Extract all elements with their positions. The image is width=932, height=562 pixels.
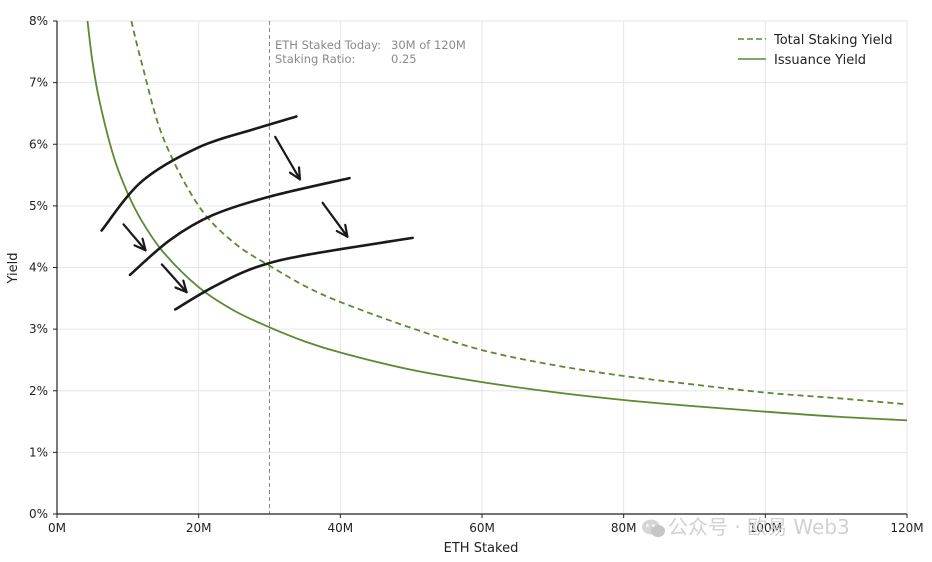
watermark: 公众号 · 欧易 Web3 <box>642 515 850 539</box>
arrow-head <box>344 223 349 238</box>
gridlines <box>57 20 908 514</box>
series-line-issuance-yield <box>86 21 907 422</box>
arrow-shaft <box>160 263 188 294</box>
watermark-text: 公众号 · 欧易 Web3 <box>668 515 850 539</box>
hand-drawn-arrow-2 <box>321 201 349 238</box>
annotation-label-1: ETH Staked Today: <box>275 38 381 52</box>
y-tick-label: 0% <box>29 507 48 521</box>
x-tick-label: 100M <box>749 521 782 535</box>
annotation-value-2: 0.25 <box>391 52 417 66</box>
x-tick-label: 40M <box>328 521 354 535</box>
y-tick-label: 4% <box>29 261 48 275</box>
hand-drawn-arrow-3 <box>122 223 147 252</box>
arrow-head <box>174 286 188 294</box>
series-layer <box>86 21 907 422</box>
x-tick-labels: 0M 20M 40M 60M 80M 100M 120M <box>48 521 924 535</box>
annotation-box: ETH Staked Today: 30M of 120M Staking Ra… <box>275 38 466 66</box>
hand-drawn-arrow-1 <box>274 135 302 181</box>
x-tick-label: 60M <box>469 521 495 535</box>
hand-drawn-curve-1 <box>100 115 298 232</box>
x-axis-title: ETH Staked <box>444 541 519 556</box>
legend-label-total-staking-yield: Total Staking Yield <box>773 33 893 48</box>
annotation-label-2: Staking Ratio: <box>275 52 355 66</box>
y-axis-title: Yield <box>6 253 21 285</box>
x-tick-label: 0M <box>48 521 66 535</box>
hand-drawn-curve-3 <box>174 236 414 311</box>
hand-drawn-annotations <box>100 115 414 311</box>
arrow-shaft <box>122 223 147 252</box>
y-tick-label: 6% <box>29 137 48 151</box>
y-tick-label: 2% <box>29 384 48 398</box>
arrow-head <box>335 229 349 238</box>
x-tick-label: 20M <box>186 521 212 535</box>
arrow-head <box>288 171 302 181</box>
y-tick-label: 8% <box>29 14 48 28</box>
legend-label-issuance-yield: Issuance Yield <box>774 53 866 68</box>
y-tick-label: 5% <box>29 199 48 213</box>
x-tick-label: 120M <box>890 521 923 535</box>
axes <box>53 20 908 518</box>
x-tick-label: 80M <box>611 521 637 535</box>
arrow-head <box>297 166 302 181</box>
arrow-head <box>133 244 147 252</box>
annotation-value-1: 30M of 120M <box>391 38 466 52</box>
y-tick-label: 1% <box>29 445 48 459</box>
arrow-head <box>141 237 147 252</box>
y-tick-label: 3% <box>29 322 48 336</box>
y-tick-labels: 0% 1% 2% 3% 4% 5% 6% 7% 8% <box>29 14 48 521</box>
hand-drawn-arrow-4 <box>160 263 188 294</box>
y-tick-label: 7% <box>29 76 48 90</box>
wechat-icon <box>642 519 665 537</box>
arrow-shaft <box>274 135 302 181</box>
arrow-head <box>182 279 188 294</box>
series-line-total-staking-yield <box>130 21 907 406</box>
legend: Total Staking Yield Issuance Yield <box>738 33 893 68</box>
arrow-shaft <box>321 201 349 238</box>
hand-drawn-curve-2 <box>128 176 351 277</box>
